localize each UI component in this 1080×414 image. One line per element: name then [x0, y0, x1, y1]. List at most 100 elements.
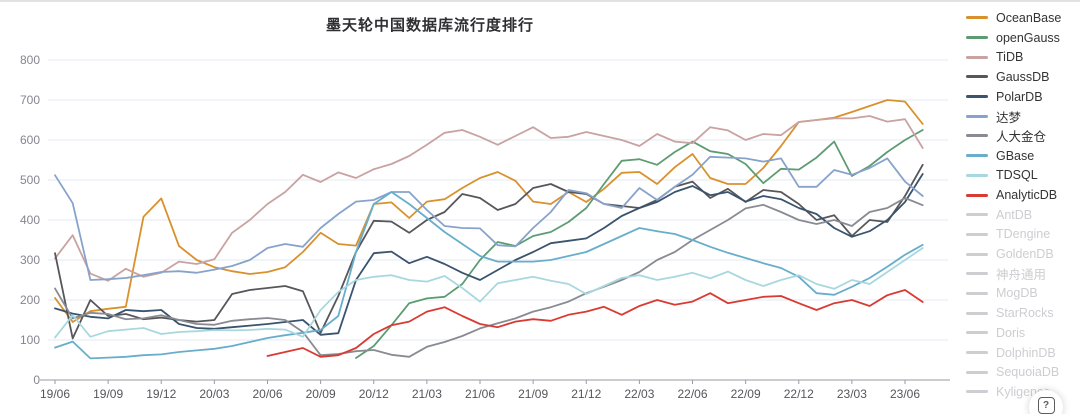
x-axis-label: 20/03 [199, 387, 229, 401]
legend-item-TDSQL[interactable]: TDSQL [966, 166, 1080, 186]
series-line-TiDB[interactable] [54, 115, 924, 282]
legend-label: GaussDB [996, 69, 1050, 84]
legend-swatch-icon [966, 16, 988, 20]
legend-label: 达梦 [996, 110, 1022, 125]
legend-item-DolphinDB[interactable]: DolphinDB [966, 343, 1080, 363]
x-axis-label: 21/09 [518, 387, 548, 401]
y-axis-label: 700 [20, 93, 40, 107]
legend-label: DolphinDB [996, 345, 1056, 360]
legend-label: TiDB [996, 50, 1024, 65]
legend-label: OceanBase [996, 10, 1062, 25]
top-divider [0, 0, 1080, 2]
legend-swatch-icon [966, 213, 988, 217]
x-axis-label: 20/09 [306, 387, 336, 401]
legend-label: 神舟通用 [996, 268, 1047, 283]
legend-swatch-icon [966, 134, 988, 138]
legend-swatch-icon [966, 252, 988, 256]
y-axis-label: 600 [20, 133, 40, 147]
legend-item-人大金仓[interactable]: 人大金仓 [966, 126, 1080, 146]
x-axis-label: 21/12 [571, 387, 601, 401]
legend-swatch-icon [966, 36, 988, 40]
x-axis-label: 20/12 [359, 387, 389, 401]
legend-swatch-icon [966, 95, 988, 99]
legend-item-神舟通用[interactable]: 神舟通用 [966, 264, 1080, 284]
legend-item-Doris[interactable]: Doris [966, 323, 1080, 343]
legend-item-TDengine[interactable]: TDengine [966, 225, 1080, 245]
legend-item-Kyligence[interactable]: Kyligence [966, 382, 1080, 402]
x-axis-label: 21/03 [412, 387, 442, 401]
x-axis-label: 19/09 [93, 387, 123, 401]
series-line-OceanBase[interactable] [54, 99, 924, 323]
legend-item-TiDB[interactable]: TiDB [966, 47, 1080, 67]
legend-label: Doris [996, 325, 1026, 340]
legend-item-GBase[interactable]: GBase [966, 146, 1080, 166]
y-axis-label: 100 [20, 333, 40, 347]
legend-item-MogDB[interactable]: MogDB [966, 284, 1080, 304]
legend-swatch-icon [966, 114, 988, 118]
y-axis-label: 0 [33, 373, 40, 387]
legend-item-OceanBase[interactable]: OceanBase [966, 8, 1080, 28]
legend-item-StarRocks[interactable]: StarRocks [966, 303, 1080, 323]
legend-label: MogDB [996, 286, 1038, 301]
legend-item-GoldenDB[interactable]: GoldenDB [966, 244, 1080, 264]
help-widget-button[interactable]: ? [1029, 390, 1063, 414]
chart-legend: OceanBase openGauss TiDB GaussDB PolarDB 达梦人大… [966, 8, 1080, 402]
legend-label: GoldenDB [996, 247, 1054, 262]
legend-swatch-icon [966, 193, 988, 197]
series-line-openGauss[interactable] [355, 129, 924, 359]
legend-label: TDSQL [996, 168, 1038, 183]
legend-item-达梦[interactable]: 达梦 [966, 106, 1080, 126]
x-axis-label: 21/06 [465, 387, 495, 401]
legend-swatch-icon [966, 55, 988, 59]
series-line-AnalyticDB[interactable] [266, 289, 924, 358]
x-axis-label: 22/09 [731, 387, 761, 401]
legend-item-openGauss[interactable]: openGauss [966, 28, 1080, 48]
question-mark-icon: ? [1037, 397, 1055, 414]
legend-swatch-icon [966, 232, 988, 236]
y-axis-label: 500 [20, 173, 40, 187]
legend-label: AntDB [996, 207, 1033, 222]
x-axis-label: 23/03 [837, 387, 867, 401]
legend-swatch-icon [966, 173, 988, 177]
legend-label: TDengine [996, 227, 1051, 242]
legend-swatch-icon [966, 291, 988, 295]
series-line-TDSQL[interactable] [54, 247, 924, 339]
legend-label: PolarDB [996, 89, 1043, 104]
legend-swatch-icon [966, 331, 988, 335]
legend-item-GaussDB[interactable]: GaussDB [966, 67, 1080, 87]
legend-label: StarRocks [996, 306, 1054, 321]
chart-title: 墨天轮中国数据库流行度排行 [325, 17, 534, 34]
legend-swatch-icon [966, 390, 988, 394]
legend-swatch-icon [966, 272, 988, 276]
legend-swatch-icon [966, 351, 988, 355]
legend-item-AntDB[interactable]: AntDB [966, 205, 1080, 225]
series-line-PolarDB[interactable] [54, 173, 924, 336]
legend-swatch-icon [966, 75, 988, 79]
legend-swatch-icon [966, 154, 988, 158]
legend-label: GBase [996, 148, 1035, 163]
y-axis-label: 200 [20, 293, 40, 307]
legend-item-SequoiaDB[interactable]: SequoiaDB [966, 362, 1080, 382]
y-axis-label: 400 [20, 213, 40, 227]
x-axis-label: 22/12 [784, 387, 814, 401]
x-axis-label: 22/03 [624, 387, 654, 401]
x-axis-label: 19/12 [146, 387, 176, 401]
x-axis-label: 23/06 [890, 387, 920, 401]
series-line-达梦[interactable] [54, 155, 924, 281]
x-axis-label: 22/06 [677, 387, 707, 401]
legend-label: SequoiaDB [996, 365, 1060, 380]
legend-label: AnalyticDB [996, 188, 1058, 203]
legend-item-PolarDB[interactable]: PolarDB [966, 87, 1080, 107]
legend-label: 人大金仓 [996, 130, 1047, 145]
legend-item-AnalyticDB[interactable]: AnalyticDB [966, 185, 1080, 205]
legend-swatch-icon [966, 370, 988, 374]
series-line-GBase[interactable] [54, 191, 924, 360]
y-axis-label: 300 [20, 253, 40, 267]
series-line-GaussDB[interactable] [54, 163, 924, 340]
y-axis-label: 800 [20, 53, 40, 67]
legend-swatch-icon [966, 311, 988, 315]
x-axis-label: 19/06 [40, 387, 70, 401]
legend-label: openGauss [996, 30, 1060, 45]
